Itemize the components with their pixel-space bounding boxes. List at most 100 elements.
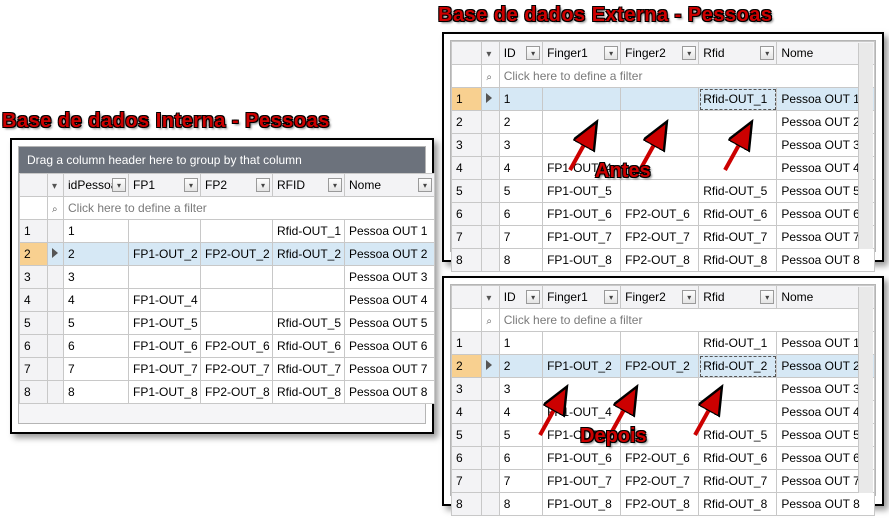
- col-rfid[interactable]: RFID▾: [273, 174, 345, 197]
- col-fp1[interactable]: FP1▾: [129, 174, 201, 197]
- cell[interactable]: [621, 157, 699, 180]
- cell[interactable]: Rfid-OUT_6: [273, 335, 345, 358]
- cell[interactable]: Rfid-OUT_7: [699, 226, 777, 249]
- cell[interactable]: [129, 220, 201, 243]
- cell[interactable]: [621, 424, 699, 447]
- cell[interactable]: [699, 157, 777, 180]
- cell[interactable]: Rfid-OUT_8: [699, 493, 777, 516]
- cell[interactable]: Rfid-OUT_6: [699, 203, 777, 226]
- col-nome[interactable]: Nome▾: [345, 174, 435, 197]
- cell[interactable]: 2: [499, 111, 542, 134]
- cell[interactable]: FP1-OUT_2: [543, 355, 621, 378]
- filter-row[interactable]: ⌕ Click here to define a filter: [452, 65, 875, 88]
- cell[interactable]: [273, 289, 345, 312]
- cell[interactable]: FP1-OUT_5: [129, 312, 201, 335]
- col-id[interactable]: ID▾: [499, 42, 542, 65]
- cell[interactable]: Rfid-OUT_1: [699, 332, 777, 355]
- col-finger1[interactable]: Finger1▾: [543, 286, 621, 309]
- cell[interactable]: 6: [64, 335, 129, 358]
- cell[interactable]: 6: [499, 447, 542, 470]
- col-rfid[interactable]: Rfid▾: [699, 286, 777, 309]
- cell[interactable]: [621, 180, 699, 203]
- chevron-down-icon[interactable]: ▾: [526, 290, 540, 304]
- cell[interactable]: Pessoa OUT 7: [345, 358, 435, 381]
- cell[interactable]: [201, 220, 273, 243]
- cell[interactable]: 4: [499, 157, 542, 180]
- cell[interactable]: Pessoa OUT 2: [345, 243, 435, 266]
- cell[interactable]: FP1-OUT_8: [543, 493, 621, 516]
- chevron-down-icon[interactable]: ▾: [256, 178, 270, 192]
- cell[interactable]: FP1-OUT_7: [129, 358, 201, 381]
- chevron-down-icon[interactable]: ▾: [760, 46, 774, 60]
- table-row[interactable]: 77FP1-OUT_7FP2-OUT_7Rfid-OUT_7Pessoa OUT…: [20, 358, 435, 381]
- table-row[interactable]: 66FP1-OUT_6FP2-OUT_6Rfid-OUT_6Pessoa OUT…: [20, 335, 435, 358]
- cell[interactable]: [543, 332, 621, 355]
- cell[interactable]: FP2-OUT_2: [621, 355, 699, 378]
- group-by-bar[interactable]: Drag a column header here to group by th…: [19, 147, 425, 173]
- cell[interactable]: [699, 111, 777, 134]
- filter-icon[interactable]: ▾: [486, 49, 491, 60]
- cell[interactable]: Rfid-OUT_8: [699, 249, 777, 272]
- table-row[interactable]: 22FP1-OUT_2FP2-OUT_2Rfid-OUT_2Pessoa OUT…: [452, 355, 875, 378]
- cell[interactable]: Rfid-OUT_1: [699, 88, 777, 111]
- table-row[interactable]: 11Rfid-OUT_1Pessoa OUT 1: [452, 332, 875, 355]
- table-row[interactable]: 33Pessoa OUT 3: [452, 134, 875, 157]
- cell[interactable]: Rfid-OUT_1: [273, 220, 345, 243]
- cell[interactable]: 5: [64, 312, 129, 335]
- filter-icon[interactable]: ▾: [486, 293, 491, 304]
- cell[interactable]: Rfid-OUT_5: [699, 180, 777, 203]
- cell[interactable]: Pessoa OUT 1: [345, 220, 435, 243]
- scrollbar[interactable]: [858, 43, 873, 249]
- cell[interactable]: FP1-OUT_5: [543, 424, 621, 447]
- cell[interactable]: [543, 88, 621, 111]
- cell[interactable]: [129, 266, 201, 289]
- cell[interactable]: [543, 111, 621, 134]
- cell[interactable]: 2: [64, 243, 129, 266]
- cell[interactable]: FP1-OUT_4: [543, 157, 621, 180]
- cell[interactable]: Pessoa OUT 6: [345, 335, 435, 358]
- cell[interactable]: FP2-OUT_8: [621, 493, 699, 516]
- cell[interactable]: Rfid-OUT_6: [699, 447, 777, 470]
- chevron-down-icon[interactable]: ▾: [328, 178, 342, 192]
- col-finger2[interactable]: Finger2▾: [621, 42, 699, 65]
- cell[interactable]: FP1-OUT_6: [129, 335, 201, 358]
- cell[interactable]: FP1-OUT_5: [543, 180, 621, 203]
- table-row[interactable]: 11Rfid-OUT_1Pessoa OUT 1: [20, 220, 435, 243]
- cell[interactable]: 4: [499, 401, 542, 424]
- cell[interactable]: Pessoa OUT 8: [345, 381, 435, 404]
- col-idpessoa[interactable]: idPessoa▾: [64, 174, 129, 197]
- cell[interactable]: Rfid-OUT_7: [699, 470, 777, 493]
- chevron-down-icon[interactable]: ▾: [526, 46, 540, 60]
- cell[interactable]: FP2-OUT_8: [201, 381, 273, 404]
- external-after-grid[interactable]: ▾ ID▾ Finger1▾ Finger2▾ Rfid▾ Nome▾ ⌕ Cl…: [451, 285, 875, 516]
- table-row[interactable]: 77FP1-OUT_7FP2-OUT_7Rfid-OUT_7Pessoa OUT…: [452, 226, 875, 249]
- chevron-down-icon[interactable]: ▾: [760, 290, 774, 304]
- cell[interactable]: FP1-OUT_8: [129, 381, 201, 404]
- table-row[interactable]: 44FP1-OUT_4Pessoa OUT 4: [20, 289, 435, 312]
- cell[interactable]: 3: [499, 378, 542, 401]
- col-fp2[interactable]: FP2▾: [201, 174, 273, 197]
- table-row[interactable]: 55FP1-OUT_5Rfid-OUT_5Pessoa OUT 5: [452, 180, 875, 203]
- cell[interactable]: Pessoa OUT 3: [345, 266, 435, 289]
- table-row[interactable]: 44FP1-OUT_4Pessoa OUT 4: [452, 401, 875, 424]
- cell[interactable]: [201, 289, 273, 312]
- cell[interactable]: FP1-OUT_6: [543, 203, 621, 226]
- table-row[interactable]: 88FP1-OUT_8FP2-OUT_8Rfid-OUT_8Pessoa OUT…: [20, 381, 435, 404]
- cell[interactable]: 5: [499, 180, 542, 203]
- cell[interactable]: [201, 312, 273, 335]
- cell[interactable]: Rfid-OUT_5: [273, 312, 345, 335]
- cell[interactable]: [621, 401, 699, 424]
- filter-row[interactable]: ⌕ Click here to define a filter: [452, 309, 875, 332]
- filter-icon[interactable]: ▾: [52, 181, 57, 192]
- table-row[interactable]: 44FP1-OUT_4Pessoa OUT 4: [452, 157, 875, 180]
- scrollbar[interactable]: [858, 287, 873, 493]
- cell[interactable]: Rfid-OUT_7: [273, 358, 345, 381]
- cell[interactable]: 3: [64, 266, 129, 289]
- cell[interactable]: FP2-OUT_6: [621, 203, 699, 226]
- chevron-down-icon[interactable]: ▾: [682, 290, 696, 304]
- table-row[interactable]: 66FP1-OUT_6FP2-OUT_6Rfid-OUT_6Pessoa OUT…: [452, 447, 875, 470]
- cell[interactable]: 8: [499, 249, 542, 272]
- chevron-down-icon[interactable]: ▾: [184, 178, 198, 192]
- cell[interactable]: Pessoa OUT 8: [777, 249, 875, 272]
- table-row[interactable]: 88FP1-OUT_8FP2-OUT_8Rfid-OUT_8Pessoa OUT…: [452, 493, 875, 516]
